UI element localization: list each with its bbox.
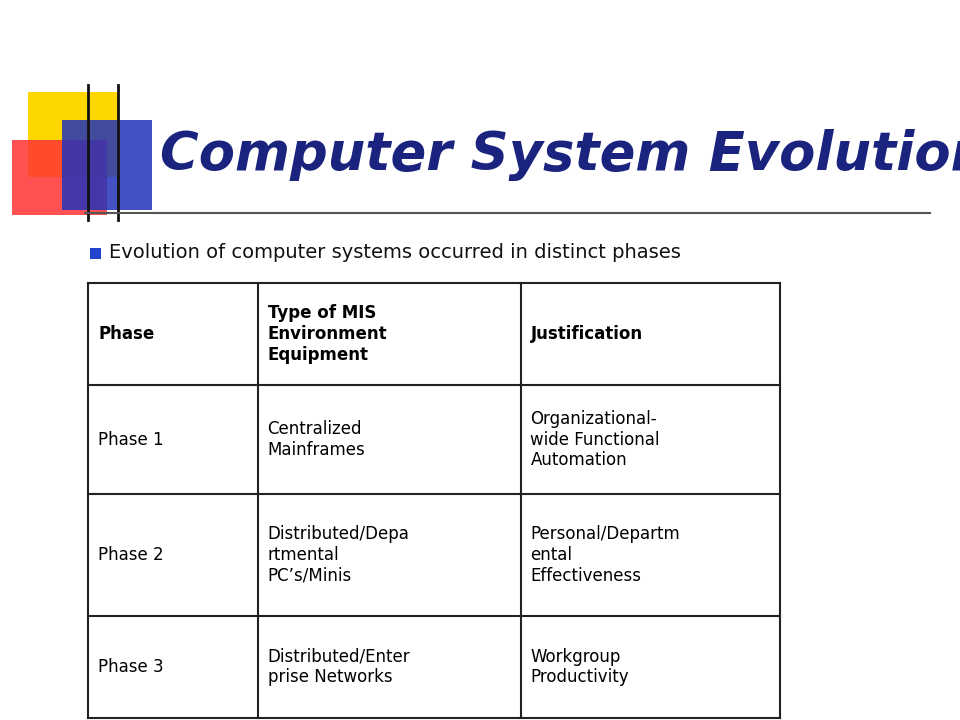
Bar <box>62 120 152 210</box>
Text: Workgroup
Productivity: Workgroup Productivity <box>531 647 629 686</box>
Bar <box>28 92 118 177</box>
Text: Centralized
Mainframes: Centralized Mainframes <box>268 420 366 459</box>
Text: Phase: Phase <box>98 325 155 343</box>
Text: Organizational-
wide Functional
Automation: Organizational- wide Functional Automati… <box>531 410 660 469</box>
Text: Phase 1: Phase 1 <box>98 431 163 449</box>
Text: Evolution of computer systems occurred in distinct phases: Evolution of computer systems occurred i… <box>109 243 681 263</box>
Bar <box>12 140 107 215</box>
Bar <box>90 248 101 258</box>
Text: Phase 3: Phase 3 <box>98 658 163 676</box>
Text: Distributed/Depa
rtmental
PC’s/Minis: Distributed/Depa rtmental PC’s/Minis <box>268 525 409 585</box>
Text: Type of MIS
Environment
Equipment: Type of MIS Environment Equipment <box>268 305 387 364</box>
Text: Distributed/Enter
prise Networks: Distributed/Enter prise Networks <box>268 647 410 686</box>
Text: Phase 2: Phase 2 <box>98 546 163 564</box>
Text: Personal/Departm
ental
Effectiveness: Personal/Departm ental Effectiveness <box>531 525 681 585</box>
Text: Computer System Evolution: Computer System Evolution <box>160 129 960 181</box>
Text: Justification: Justification <box>531 325 642 343</box>
